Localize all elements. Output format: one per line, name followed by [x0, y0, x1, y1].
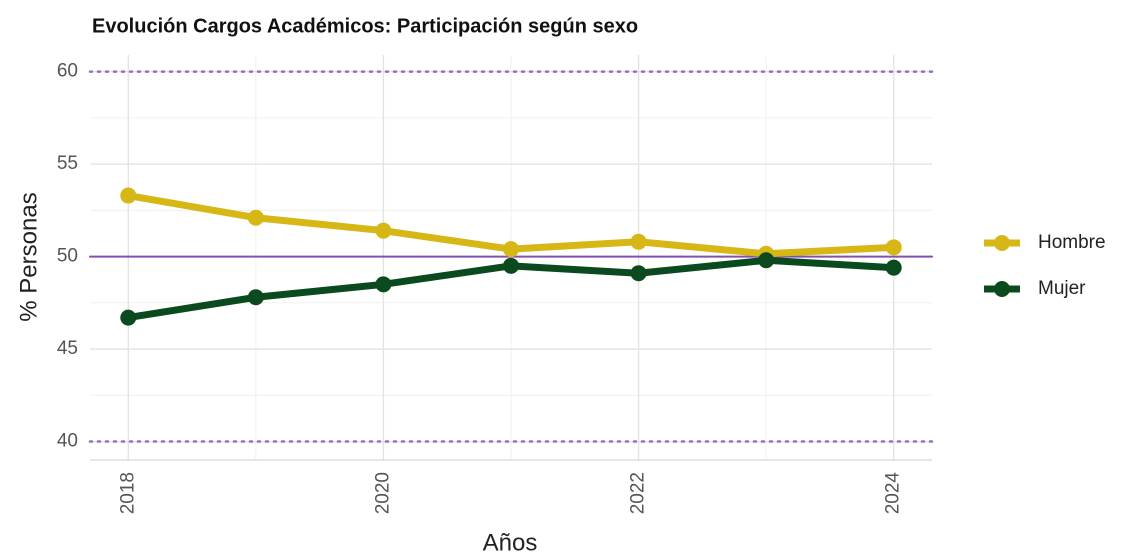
y-tick-label: 55	[57, 153, 78, 174]
point	[885, 239, 902, 256]
legend-label: Hombre	[1038, 232, 1106, 253]
point	[630, 233, 647, 250]
point	[503, 241, 519, 258]
y-tick-label: 60	[57, 61, 78, 82]
y-tick-label: 45	[57, 338, 78, 359]
point	[375, 276, 392, 293]
point	[247, 209, 264, 226]
x-tick-label: 2018	[117, 472, 138, 514]
point	[120, 187, 137, 204]
point	[503, 257, 519, 274]
x-tick-label: 2024	[883, 472, 904, 515]
x-tick-label: 2022	[628, 472, 649, 514]
y-tick-label: 40	[57, 431, 78, 452]
point	[247, 289, 264, 306]
point	[375, 222, 392, 239]
point	[630, 265, 647, 282]
chart-title: Evolución Cargos Académicos: Participaci…	[92, 15, 638, 37]
x-tick-label: 2020	[372, 472, 393, 514]
x-axis-label: Años	[483, 529, 538, 556]
point	[885, 259, 902, 276]
y-axis-label: % Personas	[15, 192, 42, 321]
point	[758, 252, 775, 269]
legend-swatch-point	[994, 281, 1010, 297]
point	[120, 309, 137, 326]
y-tick-label: 50	[57, 246, 78, 267]
legend-swatch-point	[994, 235, 1010, 251]
legend-label: Mujer	[1038, 278, 1086, 299]
